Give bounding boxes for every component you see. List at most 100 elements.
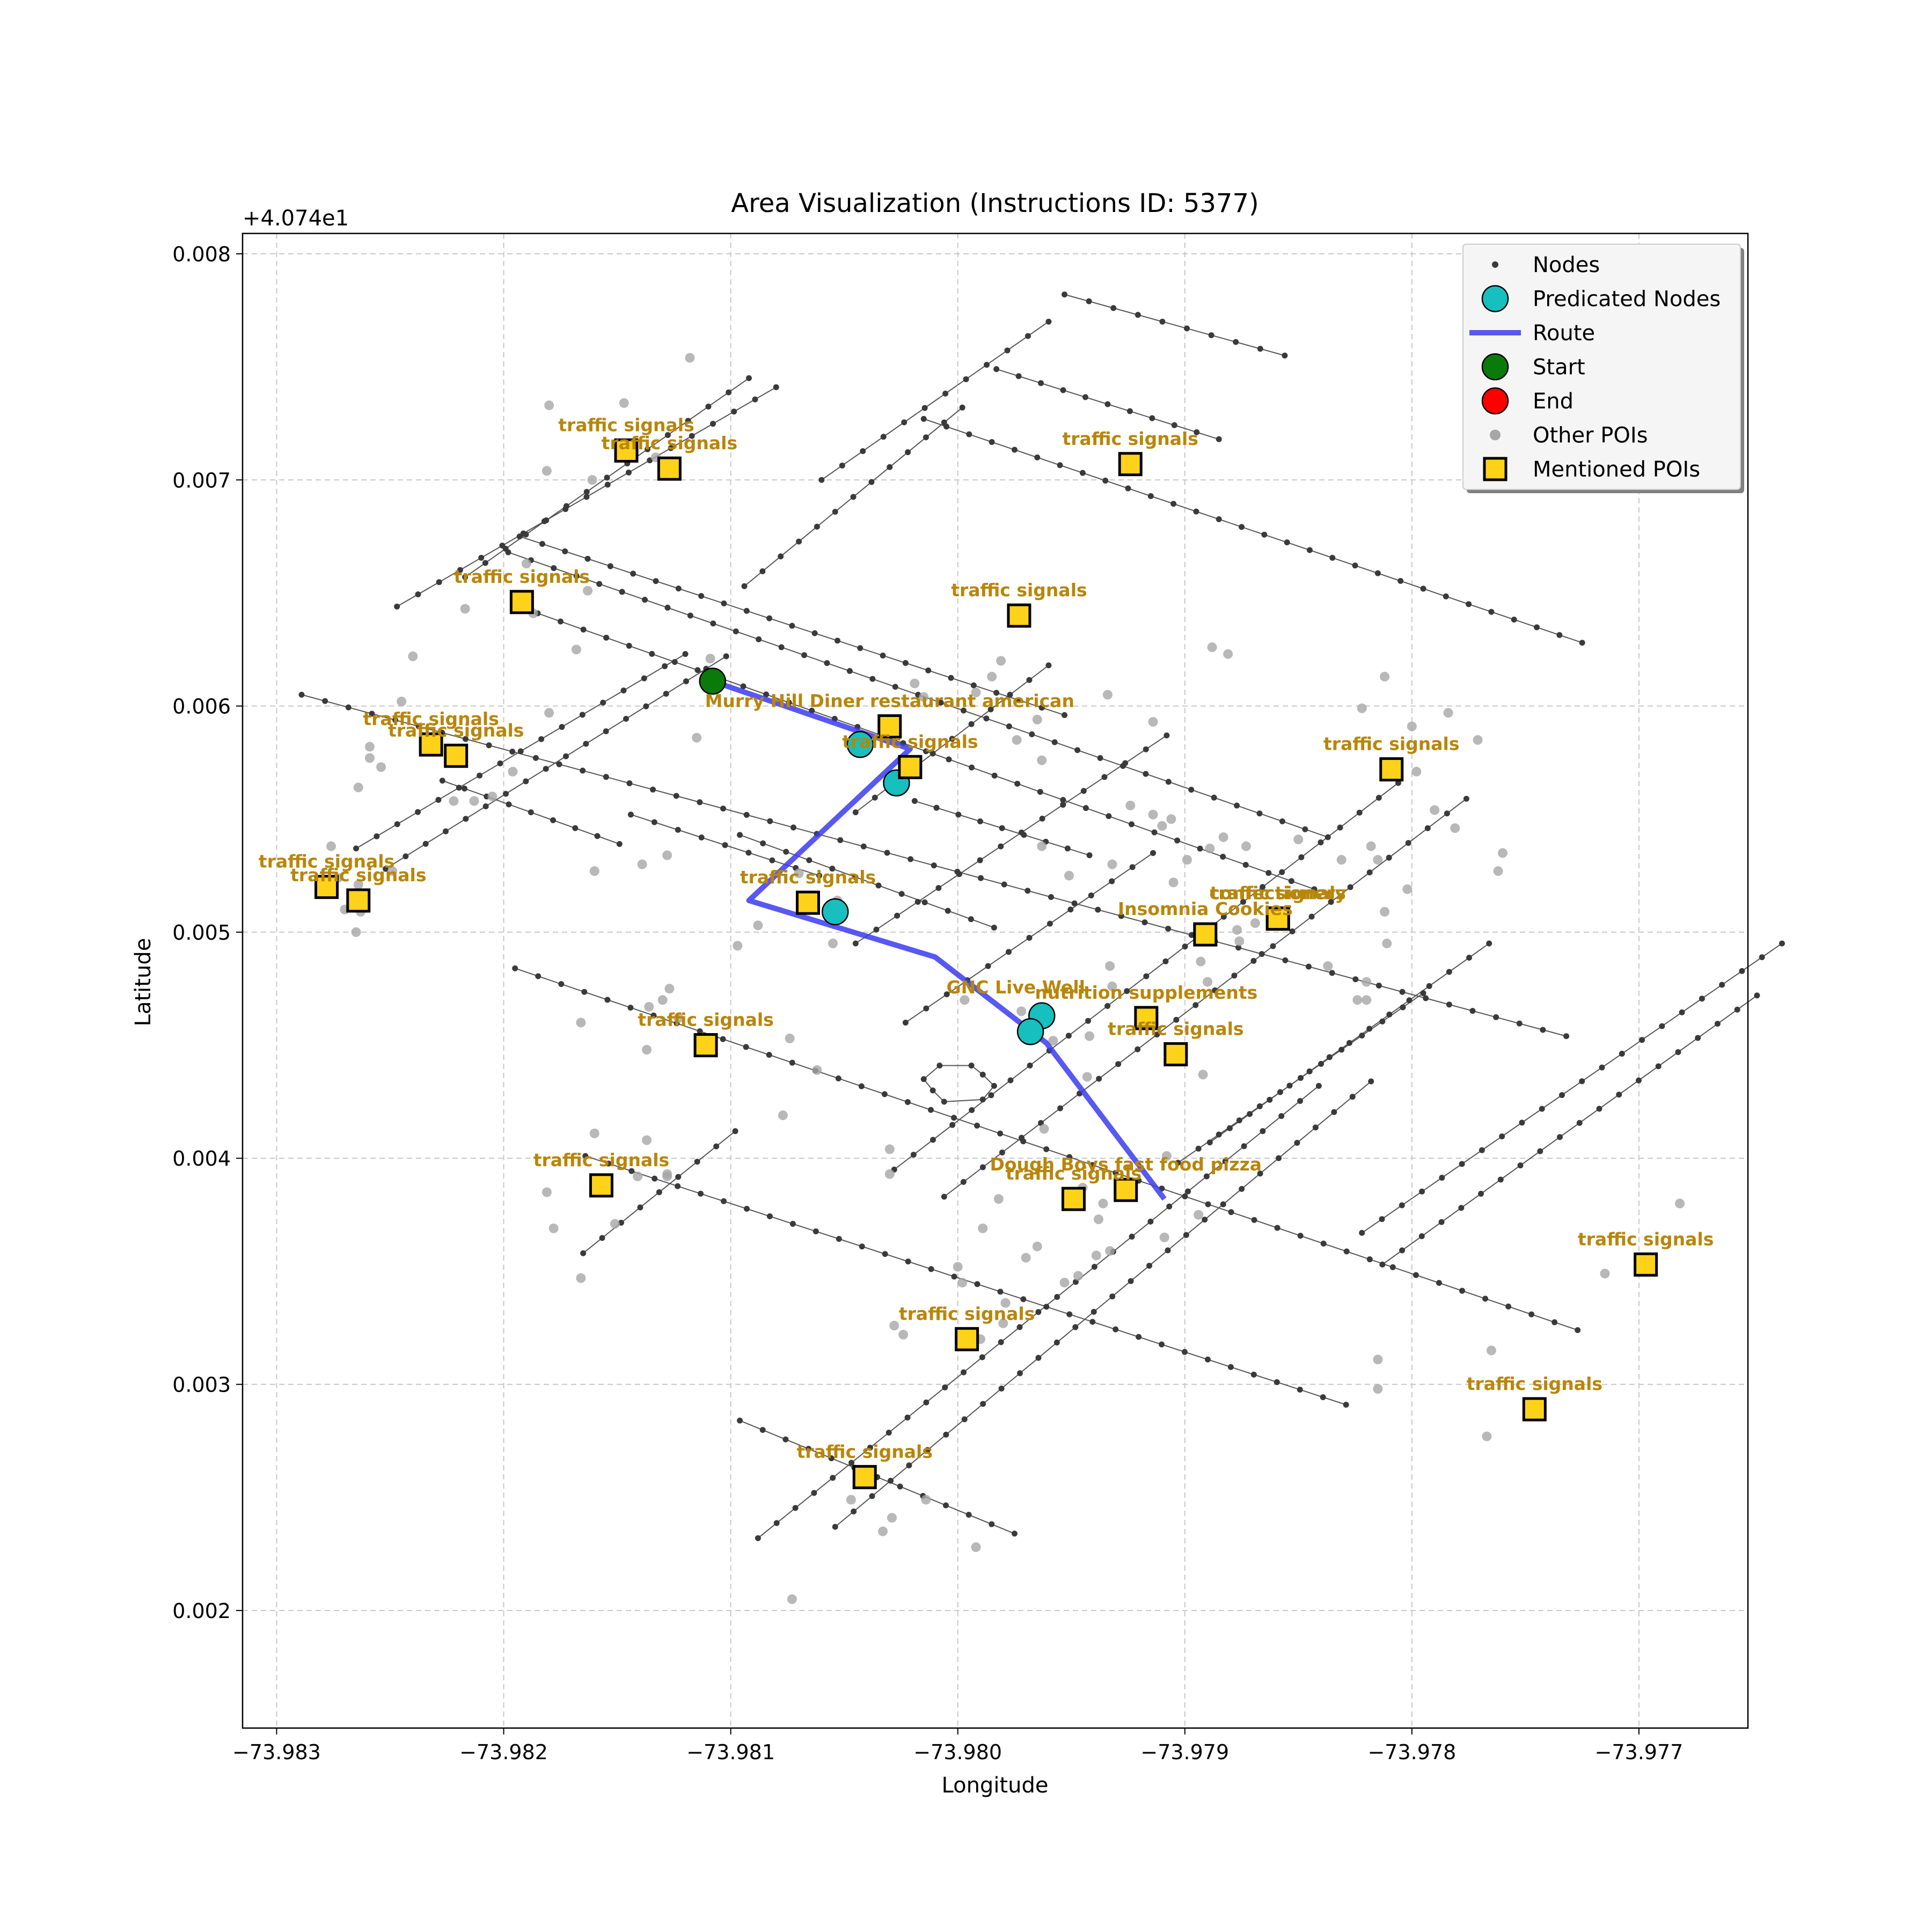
- node: [599, 1235, 605, 1241]
- node: [745, 850, 752, 856]
- node: [1066, 1154, 1073, 1160]
- node: [959, 404, 965, 411]
- node: [756, 636, 762, 642]
- y-tick-label: 0.008: [172, 243, 231, 266]
- other-poi: [1430, 805, 1440, 815]
- node: [1375, 982, 1382, 989]
- node: [969, 764, 975, 771]
- node: [394, 821, 400, 828]
- node: [923, 434, 929, 441]
- node: [1074, 747, 1081, 753]
- node: [1079, 470, 1086, 476]
- legend-label: Predicated Nodes: [1533, 287, 1721, 312]
- node: [813, 1228, 819, 1234]
- node: [790, 824, 796, 831]
- other-poi: [589, 866, 599, 876]
- node: [923, 1399, 930, 1406]
- poi-label: traffic signals: [951, 580, 1087, 601]
- node: [1616, 1092, 1622, 1098]
- other-poi: [1105, 961, 1115, 971]
- mentioned-poi: [1007, 603, 1031, 628]
- node: [694, 667, 701, 674]
- node: [949, 1122, 956, 1128]
- other-poi: [921, 1495, 931, 1505]
- node: [353, 845, 360, 852]
- node: [641, 675, 647, 682]
- x-axis-label: Longitude: [942, 1773, 1049, 1798]
- node: [1734, 1006, 1740, 1013]
- node: [580, 626, 587, 633]
- legend-box: [1462, 244, 1741, 490]
- other-poi: [889, 1321, 899, 1331]
- node: [642, 597, 648, 603]
- node: [1297, 1233, 1304, 1239]
- node: [1286, 1082, 1293, 1089]
- node: [675, 1183, 681, 1189]
- node: [745, 375, 752, 382]
- other-poi: [1148, 809, 1158, 819]
- node: [1469, 1008, 1476, 1014]
- poi-label: traffic signals: [454, 566, 590, 587]
- node: [345, 704, 352, 711]
- node: [968, 916, 974, 923]
- node: [969, 1107, 975, 1113]
- node: [941, 419, 947, 426]
- node: [1406, 997, 1413, 1004]
- node: [579, 712, 586, 718]
- node: [664, 604, 671, 611]
- node: [1497, 1176, 1504, 1183]
- node: [580, 767, 586, 774]
- node: [1089, 1319, 1096, 1325]
- node: [782, 1436, 789, 1443]
- other-poi: [487, 792, 497, 802]
- node: [1446, 1001, 1452, 1008]
- node: [999, 825, 1005, 831]
- street-edge: [944, 1099, 983, 1102]
- other-poi: [1159, 1232, 1169, 1242]
- node: [482, 560, 488, 566]
- node: [583, 741, 589, 747]
- node: [1165, 1247, 1171, 1254]
- node: [763, 691, 770, 698]
- other-poi: [1362, 995, 1372, 1005]
- predicated-node: [846, 730, 874, 758]
- node: [1060, 387, 1066, 393]
- other-poi: [1182, 855, 1192, 865]
- poi-label: Dough Boys fast food pizza: [990, 1154, 1262, 1175]
- node: [1039, 815, 1045, 822]
- node: [924, 1447, 931, 1453]
- node: [1208, 332, 1214, 339]
- node: [873, 926, 880, 933]
- node: [550, 817, 557, 823]
- node: [604, 481, 611, 488]
- node: [551, 565, 557, 572]
- node: [1135, 312, 1141, 318]
- node: [620, 687, 627, 694]
- node: [1400, 1004, 1406, 1011]
- node: [993, 366, 1000, 372]
- node: [630, 570, 636, 577]
- node: [1282, 353, 1288, 359]
- node: [1051, 739, 1058, 745]
- x-axis-ticks: −73.983 −73.982 −73.981 −73.980 −73.979 −73.9…: [232, 1728, 1683, 1764]
- node: [1511, 616, 1517, 623]
- node: [523, 778, 529, 785]
- node: [532, 755, 539, 761]
- other-poi: [1250, 918, 1260, 928]
- node: [1188, 786, 1195, 793]
- node: [1220, 913, 1227, 920]
- node: [499, 543, 506, 549]
- node: [859, 1243, 865, 1250]
- other-poi: [664, 984, 675, 994]
- node: [1159, 1341, 1165, 1348]
- node: [1352, 562, 1358, 569]
- other-poi: [1125, 800, 1136, 810]
- node: [1399, 989, 1406, 995]
- node: [1438, 1219, 1445, 1225]
- other-poi: [733, 941, 743, 951]
- node: [1043, 1304, 1050, 1310]
- street-edge: [821, 321, 1049, 481]
- other-poi: [637, 859, 647, 869]
- node: [1045, 318, 1052, 325]
